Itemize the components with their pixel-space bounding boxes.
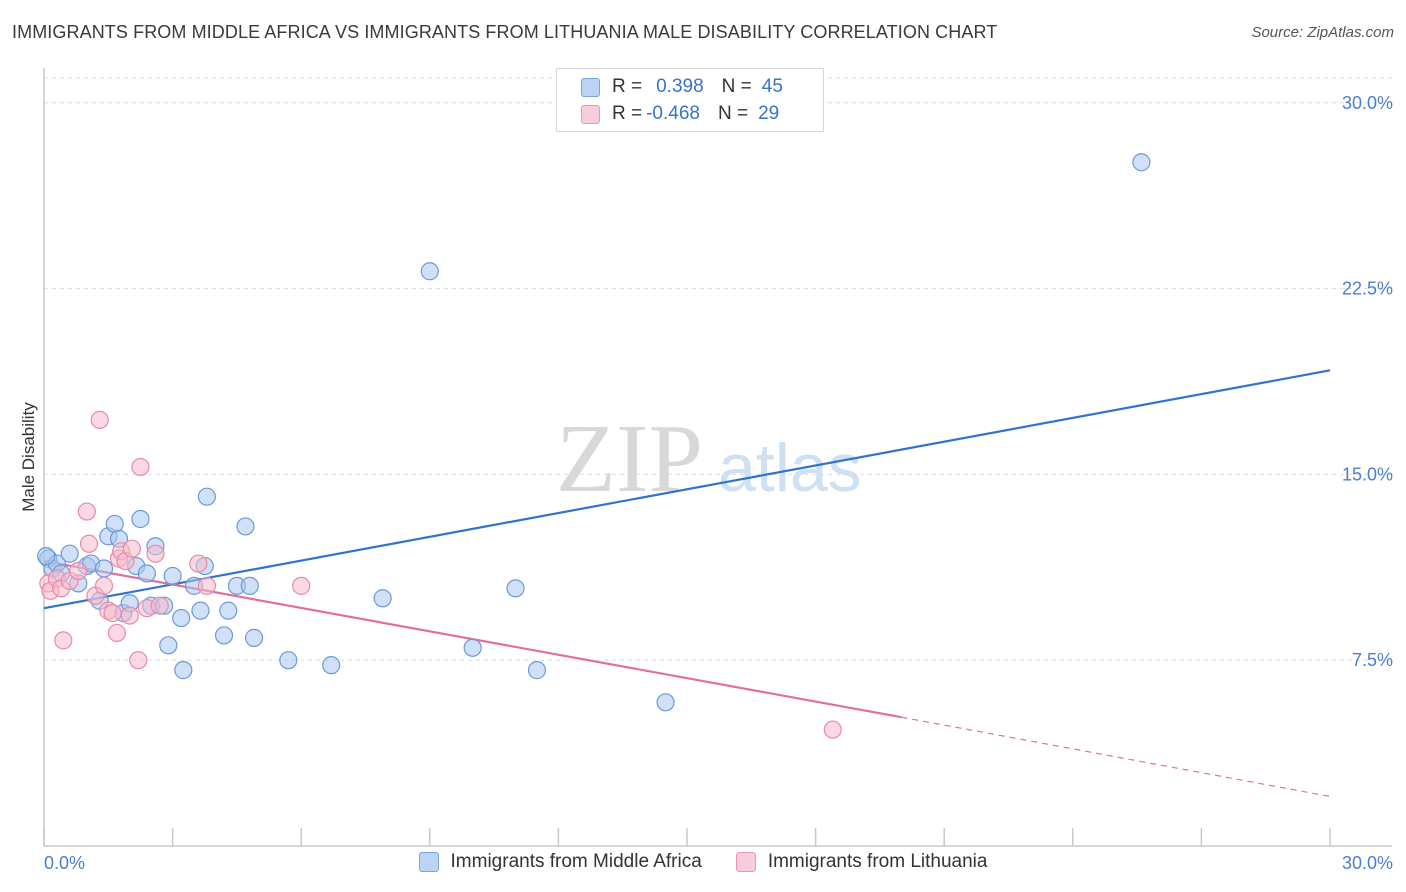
point-middle-africa: [656, 693, 675, 712]
point-middle-africa: [94, 559, 114, 578]
legend-n-value: 29: [758, 103, 780, 124]
watermark-zip: ZIP: [556, 405, 703, 513]
point-lithuania: [823, 720, 842, 739]
y-tick-label: 7.5%: [1352, 650, 1393, 670]
point-middle-africa: [131, 509, 150, 529]
watermark: ZIP atlas: [556, 405, 862, 513]
point-middle-africa: [163, 566, 182, 586]
point-middle-africa: [191, 601, 210, 620]
series-legend-middle-africa: Immigrants from Middle Africa: [418, 851, 702, 873]
point-lithuania: [146, 544, 165, 563]
point-middle-africa: [1132, 153, 1151, 172]
point-middle-africa: [214, 626, 234, 645]
point-lithuania: [150, 596, 169, 615]
point-lithuania: [131, 457, 150, 477]
chart-title: IMMIGRANTS FROM MIDDLE AFRICA VS IMMIGRA…: [12, 22, 998, 42]
axis-labels: 7.5% 15.0% 22.5% 30.0% 0.0% 30.0% Male Disabil…: [19, 93, 1393, 873]
point-lithuania: [189, 554, 208, 573]
point-lithuania: [79, 534, 99, 553]
point-middle-africa: [506, 579, 525, 598]
point-middle-africa: [373, 589, 392, 608]
point-middle-africa: [174, 661, 193, 680]
point-middle-africa: [240, 576, 259, 595]
legend-swatch-blue: [581, 77, 600, 97]
legend-n-label: N =: [717, 103, 749, 124]
point-middle-africa: [527, 661, 547, 680]
point-lithuania: [292, 576, 311, 595]
point-lithuania: [129, 651, 148, 670]
legend-r-value: 0.398: [656, 76, 704, 97]
series-legend: Immigrants from Middle Africa Immigrants…: [0, 851, 1406, 873]
data-points: [37, 153, 1151, 739]
point-middle-africa: [244, 628, 264, 647]
legend-r-label: R =: [612, 76, 643, 97]
point-middle-africa: [236, 517, 255, 536]
point-lithuania: [54, 631, 73, 650]
legend-n-label: N =: [721, 76, 752, 97]
point-lithuania: [77, 502, 96, 521]
point-lithuania: [94, 576, 114, 595]
legend-r-value: -0.468: [646, 103, 700, 124]
point-middle-africa: [60, 544, 79, 563]
gridlines: [44, 77, 1394, 661]
point-middle-africa: [197, 487, 216, 506]
y-axis-title: Male Disability: [19, 402, 38, 512]
series-swatch-pink: [735, 852, 756, 872]
series-label-middle-africa: Immigrants from Middle Africa: [450, 851, 702, 872]
point-middle-africa: [322, 656, 341, 675]
legend-swatch-pink: [581, 104, 600, 124]
y-tick-label: 15.0%: [1342, 464, 1393, 484]
point-middle-africa: [420, 262, 439, 281]
point-lithuania: [120, 606, 139, 625]
series-swatch-blue: [418, 852, 439, 872]
point-lithuania: [107, 623, 126, 643]
legend-row-lithuania: R = -0.468 N = 29: [581, 101, 779, 127]
x-tick-label-min: 0.0%: [44, 853, 85, 873]
watermark-atlas: atlas: [718, 430, 862, 506]
y-tick-label: 22.5%: [1342, 279, 1393, 299]
point-lithuania: [90, 410, 109, 429]
correlation-legend: R = 0.398 N = 45 R = -0.468 N = 29: [556, 68, 824, 132]
point-lithuania: [197, 576, 216, 595]
legend-row-middle-africa: R = 0.398 N = 45: [581, 74, 783, 100]
series-legend-lithuania: Immigrants from Lithuania: [735, 851, 988, 873]
legend-n-value: 45: [761, 76, 783, 97]
source-credit: Source: ZipAtlas.com: [1251, 24, 1394, 41]
point-middle-africa: [137, 564, 156, 583]
point-lithuania: [122, 539, 141, 558]
point-lithuania: [103, 604, 122, 623]
trend-line-lithuania-extension: [901, 716, 1331, 798]
series-label-lithuania: Immigrants from Lithuania: [767, 851, 988, 872]
point-lithuania: [69, 561, 88, 581]
point-middle-africa: [37, 547, 56, 566]
point-middle-africa: [219, 601, 238, 620]
point-middle-africa: [159, 636, 178, 655]
x-tick-label-max: 30.0%: [1342, 853, 1393, 873]
axes: [43, 68, 1392, 847]
legend-r-label: R =: [612, 103, 643, 124]
point-middle-africa: [279, 651, 298, 670]
trend-line-middle-africa: [43, 369, 1331, 610]
point-middle-africa: [172, 608, 191, 628]
y-tick-label: 30.0%: [1342, 93, 1393, 113]
point-middle-africa: [463, 638, 482, 657]
